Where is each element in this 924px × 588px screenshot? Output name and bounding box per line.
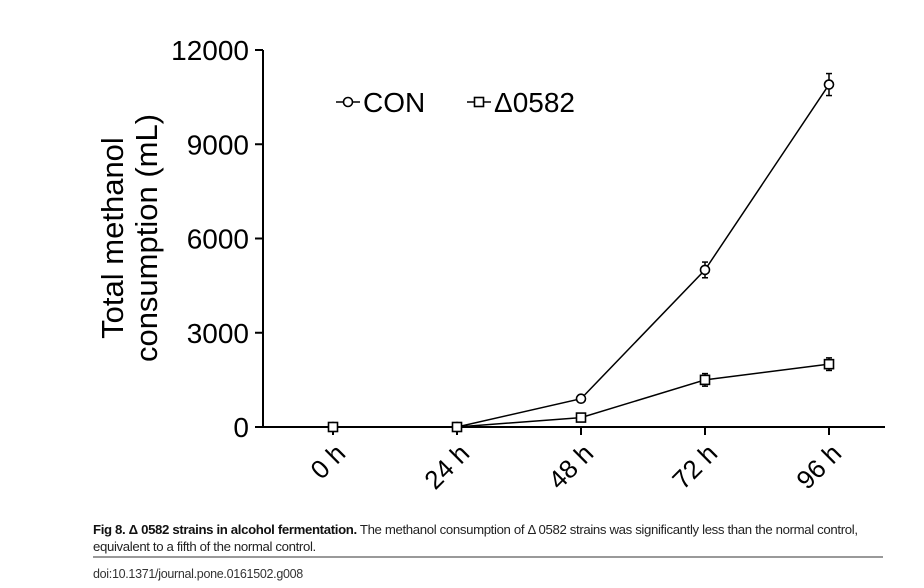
data-point-square — [823, 358, 835, 370]
doi-text: doi:10.1371/journal.pone.0161502.g008 — [93, 567, 303, 581]
y-tick-label: 3000 — [187, 318, 249, 349]
y-axis-label: Total methanolconsumption (mL) — [95, 114, 164, 362]
line-chart: 0 3000 6000 9000 12000 0 h 24 h 48 h 72 h 96 h Tot… — [95, 35, 885, 495]
data-point-square — [473, 96, 485, 108]
x-tick-label: 24 h — [418, 438, 475, 495]
data-point-circle — [342, 96, 354, 108]
figure-caption: Fig 8. Δ 0582 strains in alcohol ferment… — [93, 521, 893, 555]
y-tick-label: 0 — [233, 412, 249, 443]
y-tick-label: 9000 — [187, 129, 249, 160]
data-point-circle — [823, 79, 835, 90]
data-point-square — [699, 374, 711, 386]
y-tick-label: 12000 — [171, 35, 249, 66]
x-tick-label: 96 h — [790, 438, 847, 495]
data-point-square — [327, 421, 339, 433]
y-axis-label-line: Total methanol — [95, 137, 130, 339]
legend-label: CON — [363, 87, 425, 118]
y-tick-label: 6000 — [187, 224, 249, 255]
x-tick-label: 72 h — [666, 438, 723, 495]
x-tick-label: 48 h — [542, 438, 599, 495]
caption-text: The methanol consumption of Δ 0582 strai… — [93, 522, 858, 554]
caption-divider — [93, 556, 883, 558]
data-point-circle — [575, 393, 587, 405]
data-point-square — [451, 421, 463, 433]
legend-label: Δ0582 — [494, 87, 575, 118]
y-axis-label-line: consumption (mL) — [129, 114, 164, 362]
data-point-circle — [699, 264, 711, 276]
x-tick-label: 0 h — [304, 438, 351, 485]
caption-label: Fig 8. Δ 0582 strains in alcohol ferment… — [93, 522, 357, 537]
series-line-con — [333, 84, 830, 428]
data-point-square — [575, 412, 587, 423]
